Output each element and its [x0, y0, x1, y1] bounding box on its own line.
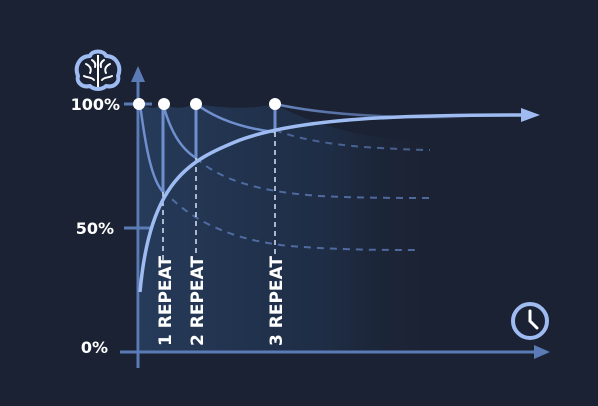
clock-icon [513, 304, 547, 338]
y-label-0: 0% [81, 338, 108, 357]
repeat-label-2: 2 REPEAT [188, 256, 208, 346]
y-axis-arrow [131, 66, 145, 82]
x-axis-arrow [534, 345, 550, 359]
retention-area [140, 104, 450, 352]
marker-repeat-2 [190, 98, 202, 110]
brain-icon [77, 52, 120, 90]
repeat-label-1: 1 REPEAT [156, 256, 176, 346]
marker-repeat-3 [269, 98, 281, 110]
marker-repeat-1 [158, 98, 170, 110]
repeat-label-3: 3 REPEAT [267, 256, 287, 346]
learning-curve-arrow [521, 108, 540, 122]
y-label-50: 50% [76, 219, 114, 238]
marker-start [133, 98, 145, 110]
y-label-100: 100% [71, 95, 120, 114]
